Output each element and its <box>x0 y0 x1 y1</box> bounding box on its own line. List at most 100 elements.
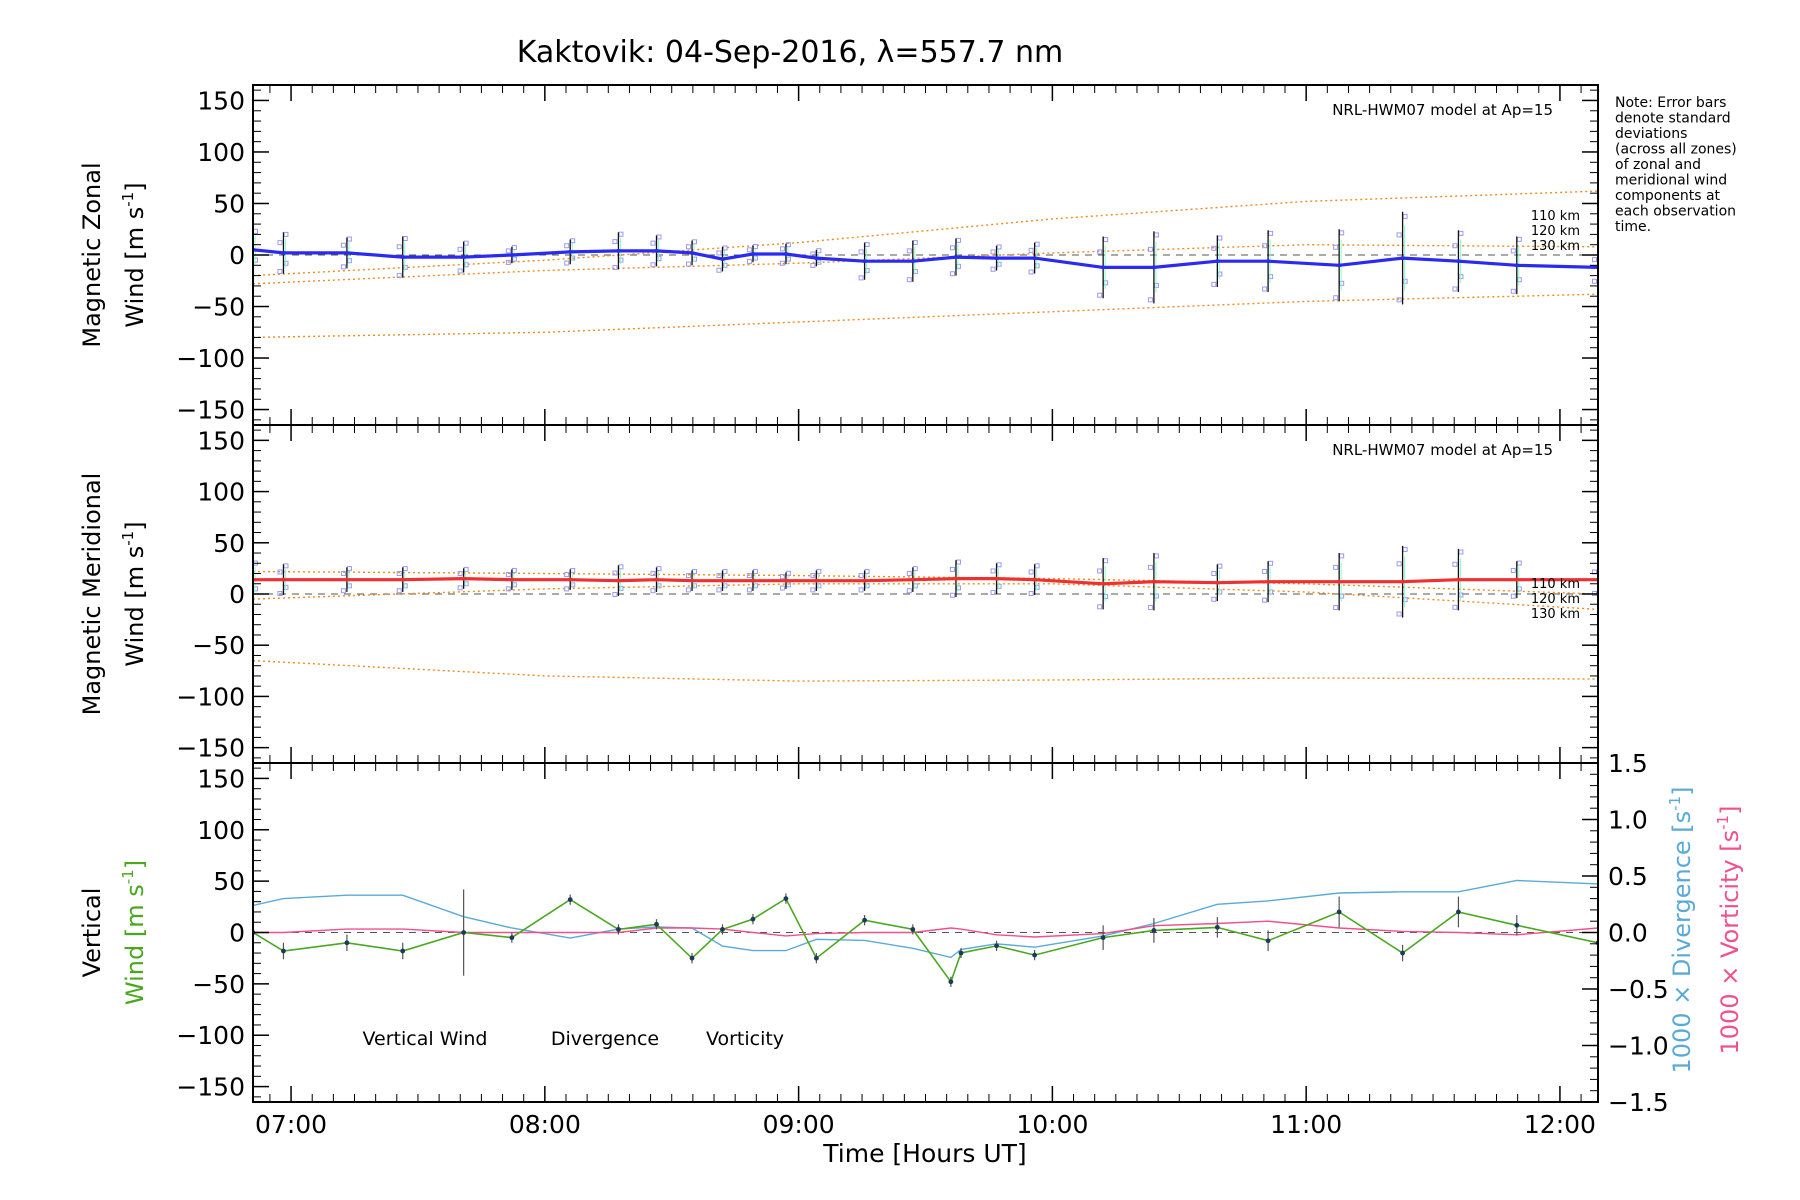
zone-marker <box>505 259 511 265</box>
note-line: (across all zones) <box>1615 142 1737 158</box>
zone-marker <box>746 587 752 593</box>
zone-marker <box>906 248 912 254</box>
y-tick-label: 100 <box>197 478 245 507</box>
zone-marker <box>949 245 955 251</box>
y-tick-label: −100 <box>176 1021 245 1050</box>
zone-marker <box>1452 604 1458 610</box>
series-point <box>1215 259 1220 264</box>
model-label: NRL-HWM07 model at Ap=15 <box>1332 441 1553 459</box>
y-tick-label: 100 <box>197 816 245 845</box>
y-tick-label: −100 <box>176 344 245 373</box>
series-point <box>910 259 915 264</box>
vertical-wind-point <box>1151 928 1157 933</box>
zone-marker <box>248 568 252 572</box>
zone-marker <box>505 586 511 592</box>
series-point <box>1266 579 1271 584</box>
x-axis-label: Time [Hours UT] <box>822 1139 1026 1168</box>
zone-marker <box>912 566 918 572</box>
series-point <box>400 255 405 260</box>
note-line: Note: Error bars <box>1615 95 1726 111</box>
series-point <box>1400 579 1405 584</box>
zone-marker <box>564 572 570 578</box>
zone-marker <box>990 589 996 595</box>
vertical-wind-point <box>750 916 756 922</box>
vertical-wind-point <box>783 896 789 901</box>
y-tick-label: −150 <box>176 396 245 425</box>
y-tick-label: −150 <box>176 1073 245 1102</box>
zone-marker <box>253 228 258 234</box>
zone-marker <box>990 266 996 272</box>
series-point <box>1215 580 1220 585</box>
zone-marker <box>283 231 289 237</box>
zone-marker <box>1516 560 1522 566</box>
y-tick-label: 50 <box>213 867 245 896</box>
series-point <box>1337 263 1342 268</box>
note-line: each observation <box>1615 204 1736 220</box>
zone-marker <box>955 559 961 565</box>
zone-marker <box>1452 243 1458 249</box>
series-point <box>750 251 755 256</box>
zone-marker <box>716 267 722 273</box>
zone-marker <box>912 240 918 246</box>
y-tick-label: 100 <box>197 138 245 167</box>
zone-marker <box>779 585 785 591</box>
series-point <box>750 578 755 583</box>
series-point <box>654 248 659 253</box>
series-point <box>953 576 958 581</box>
series-point <box>862 578 867 583</box>
zone-marker <box>1333 564 1339 570</box>
zone-marker <box>810 251 816 257</box>
vertical-wind-point <box>1456 909 1461 915</box>
panel-meridional-data <box>248 545 1598 682</box>
y-axis-label-meridional: Magnetic Meridional <box>78 473 106 716</box>
vertical-wind-point <box>616 927 621 932</box>
zone-marker <box>1339 553 1345 559</box>
right-tick-label: −1.5 <box>1608 1088 1669 1117</box>
zone-marker <box>810 587 816 593</box>
model-curve-120km <box>253 243 1598 285</box>
x-tick-label: 07:00 <box>255 1110 327 1139</box>
vertical-wind-point <box>1032 952 1038 958</box>
zone-marker <box>1592 278 1597 284</box>
zone-marker <box>346 566 352 572</box>
panel-meridional: 150 100 50 0 −50 −100 −150 NRL-HWM07 model at A… <box>78 424 1599 764</box>
y-tick-label: −100 <box>176 682 245 711</box>
zone-marker <box>906 277 912 283</box>
zone-marker <box>1458 230 1464 236</box>
zone-marker <box>277 268 283 274</box>
y-tick-label: 50 <box>213 189 245 218</box>
right-tick-label: 1.0 <box>1608 806 1648 835</box>
zone-marker <box>618 564 624 570</box>
zone-marker <box>457 268 463 274</box>
y-axis-unit-meridional: Wind [m s-1] <box>119 521 149 666</box>
zone-marker <box>402 566 408 572</box>
series-point <box>1101 581 1106 586</box>
zone-marker <box>692 568 698 574</box>
altitude-label: 110 km <box>1531 209 1580 224</box>
zone-marker <box>277 569 283 575</box>
y-tick-label: 150 <box>197 426 245 455</box>
y-axis-unit-zonal: Wind [m s-1] <box>119 182 149 327</box>
series-point <box>910 577 915 582</box>
zone-marker <box>1097 292 1103 298</box>
zone-marker <box>949 566 955 572</box>
zone-marker <box>1028 269 1034 275</box>
vorticity-line <box>253 920 1598 938</box>
zone-marker <box>656 234 662 240</box>
zone-marker <box>1510 288 1516 294</box>
y-axis-label-vertical: Vertical <box>78 888 106 978</box>
zone-marker <box>1147 605 1153 611</box>
zone-marker <box>570 567 576 573</box>
series-point <box>616 248 621 253</box>
y-tick-label: −50 <box>192 970 245 999</box>
zone-marker <box>1510 593 1516 599</box>
x-tick-label: 08:00 <box>509 1110 581 1139</box>
vertical-wind-point <box>1400 950 1405 956</box>
right-axis-label-vorticity: 1000 × Vorticity [s-1] <box>1714 806 1744 1055</box>
legend-divergence: Divergence <box>551 1028 659 1050</box>
model-label: NRL-HWM07 model at Ap=15 <box>1332 101 1553 119</box>
y-tick-label: 0 <box>229 919 245 948</box>
zone-marker <box>248 594 252 598</box>
series-point <box>568 577 573 582</box>
